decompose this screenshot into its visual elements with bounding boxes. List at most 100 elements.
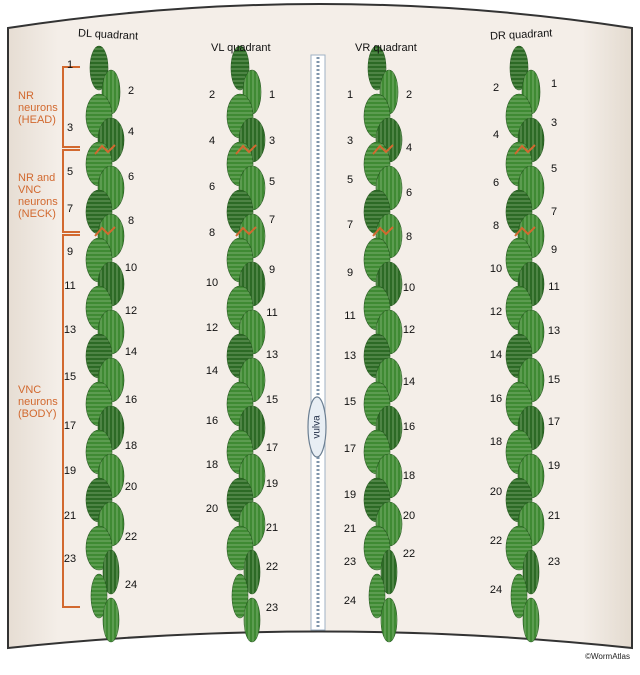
cell-number: 24 <box>343 595 357 607</box>
region-label-head: NR neurons (HEAD) <box>18 90 58 126</box>
cell-number: 9 <box>66 246 74 258</box>
region-label-neck: NR and VNC neurons (NECK) <box>18 172 58 220</box>
cell-number: 12 <box>205 322 219 334</box>
cell-number: 1 <box>66 59 74 71</box>
cell-number: 13 <box>63 324 77 336</box>
cell-number: 20 <box>402 510 416 522</box>
cell-number: 7 <box>346 219 354 231</box>
cell-number: 4 <box>492 129 500 141</box>
cell-number: 15 <box>547 374 561 386</box>
cell-number: 8 <box>492 220 500 232</box>
neuron-boundary <box>235 226 257 237</box>
cell-number: 16 <box>124 394 138 406</box>
cell-number: 15 <box>265 394 279 406</box>
cell-number: 11 <box>64 280 76 292</box>
muscle-strand-dl <box>85 45 125 643</box>
cell-number: 20 <box>489 486 503 498</box>
cell-number: 3 <box>550 117 558 129</box>
cell-number: 2 <box>208 89 216 101</box>
cell-number: 18 <box>205 459 219 471</box>
region-brackets <box>62 66 80 608</box>
cell-number: 8 <box>208 227 216 239</box>
muscle-cell-striation <box>103 598 119 642</box>
cell-number: 11 <box>344 310 356 322</box>
cell-number: 1 <box>346 89 354 101</box>
cell-number: 20 <box>205 503 219 515</box>
cell-number: 16 <box>205 415 219 427</box>
cell-number: 4 <box>405 142 413 154</box>
cell-number: 5 <box>268 176 276 188</box>
neuron-boundary <box>372 144 394 155</box>
cell-number: 6 <box>492 177 500 189</box>
cell-number: 21 <box>265 522 279 534</box>
vulva-marker <box>307 396 327 458</box>
cell-number: 24 <box>124 579 138 591</box>
cell-number: 11 <box>266 307 278 319</box>
cell-number: 21 <box>547 510 561 522</box>
muscle-cell-striation <box>244 598 260 642</box>
muscle-strand-vl <box>226 45 266 643</box>
cell-number: 5 <box>550 163 558 175</box>
cell-number: 2 <box>127 85 135 97</box>
cell-number: 18 <box>489 436 503 448</box>
region-label-body: VNC neurons (BODY) <box>18 384 58 420</box>
cell-number: 1 <box>550 78 558 90</box>
muscle-strand-vr <box>363 45 403 643</box>
cell-number: 14 <box>489 349 503 361</box>
cell-number: 14 <box>205 365 219 377</box>
cell-number: 3 <box>346 135 354 147</box>
neuron-boundary <box>372 226 394 237</box>
cell-number: 19 <box>265 478 279 490</box>
credit: ©WormAtlas <box>585 652 630 661</box>
cell-number: 11 <box>548 281 560 293</box>
cell-number: 21 <box>343 523 357 535</box>
cell-number: 19 <box>547 460 561 472</box>
cell-number: 10 <box>402 282 416 294</box>
cell-number: 5 <box>66 166 74 178</box>
cell-number: 22 <box>402 548 416 560</box>
cell-number: 23 <box>547 556 561 568</box>
cell-number: 2 <box>492 82 500 94</box>
muscle-cell-striation <box>523 598 539 642</box>
cell-number: 21 <box>63 510 77 522</box>
muscle-cell-striation <box>244 550 260 594</box>
cell-number: 14 <box>402 376 416 388</box>
cell-number: 12 <box>489 306 503 318</box>
muscle-strand-dr <box>505 45 545 643</box>
neuron-boundary <box>514 226 536 237</box>
cell-number: 17 <box>265 442 279 454</box>
muscle-cell-striation <box>91 574 107 618</box>
cell-number: 1 <box>268 89 276 101</box>
cell-number: 17 <box>343 443 357 455</box>
muscle-cell-striation <box>369 574 385 618</box>
cell-number: 17 <box>547 416 561 428</box>
neuron-boundary <box>235 144 257 155</box>
cell-number: 19 <box>63 465 77 477</box>
cell-number: 24 <box>489 584 503 596</box>
muscle-cell-striation <box>523 550 539 594</box>
cell-number: 7 <box>268 214 276 226</box>
cell-number: 18 <box>402 470 416 482</box>
cell-number: 15 <box>343 396 357 408</box>
cell-number: 5 <box>346 174 354 186</box>
muscle-cell-striation <box>511 574 527 618</box>
cell-number: 23 <box>343 556 357 568</box>
cell-number: 23 <box>63 553 77 565</box>
cell-number: 22 <box>124 531 138 543</box>
cell-number: 23 <box>265 602 279 614</box>
muscle-cell-striation <box>381 598 397 642</box>
cell-number: 9 <box>550 244 558 256</box>
cell-number: 4 <box>208 135 216 147</box>
cell-number: 8 <box>127 215 135 227</box>
cell-number: 13 <box>547 325 561 337</box>
cell-number: 17 <box>63 420 77 432</box>
cell-number: 6 <box>405 187 413 199</box>
cell-number: 13 <box>265 349 279 361</box>
neuron-boundary <box>514 144 536 155</box>
cell-number: 22 <box>265 561 279 573</box>
vulva-text: vulva <box>311 415 323 439</box>
muscle-cell-striation <box>103 550 119 594</box>
cell-number: 3 <box>268 135 276 147</box>
